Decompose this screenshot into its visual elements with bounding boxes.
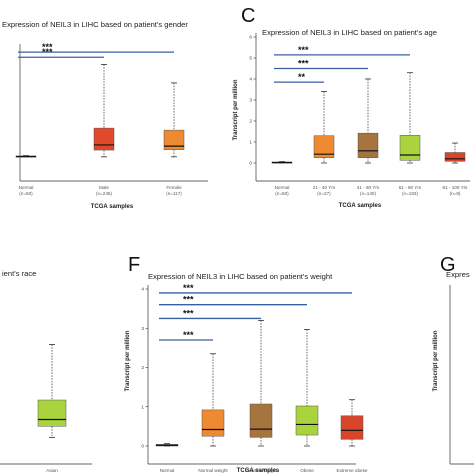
box-2 xyxy=(163,82,185,158)
box-body xyxy=(444,152,466,162)
significance-label: *** xyxy=(183,283,194,293)
y-tick-label: 0 xyxy=(249,161,252,167)
y-tick-label: 6 xyxy=(249,35,252,41)
category-label: Extreme obese xyxy=(337,468,368,473)
significance-label: *** xyxy=(183,308,194,318)
category-count: (n=27) xyxy=(317,191,331,196)
box-3 xyxy=(399,72,421,164)
category-label: Female xyxy=(166,185,182,190)
box-1 xyxy=(93,64,115,158)
box-body xyxy=(295,405,319,436)
box-0 xyxy=(155,443,179,447)
category-label: Asian xyxy=(46,468,58,473)
y-tick-label: 3 xyxy=(141,326,144,332)
chart-panel-4 xyxy=(449,285,474,465)
box-1 xyxy=(313,91,335,164)
box-body xyxy=(93,127,115,151)
category-label: 41 - 60 Yrs xyxy=(357,185,380,190)
panel-label-c: C xyxy=(241,5,255,27)
chart-panel-0: ******Normal(n=50)Male(n=245)Female(n=11… xyxy=(15,42,208,196)
panel-label-f: F xyxy=(128,254,140,276)
y-axis-label-g: Transcript per million xyxy=(433,330,439,391)
category-label: 21 - 40 Yrs xyxy=(313,185,336,190)
significance-label: *** xyxy=(183,295,194,305)
significance-label: ** xyxy=(298,72,306,82)
box-4 xyxy=(340,399,364,447)
category-label: Male xyxy=(99,185,109,190)
category-label: Obese xyxy=(300,468,314,473)
x-axis-label-weight: TCGA samples xyxy=(237,468,280,474)
chart-panel-2: Asian(n=157) xyxy=(0,344,92,473)
significance-label: *** xyxy=(298,45,309,55)
significance-label: *** xyxy=(298,59,309,69)
category-label: Normal weight xyxy=(198,468,228,473)
y-tick-label: 1 xyxy=(249,140,252,146)
category-label: 61 - 80 Yrs xyxy=(399,185,422,190)
box-3 xyxy=(295,329,319,447)
category-count: (n=8) xyxy=(450,191,461,196)
panel-label-g: G xyxy=(440,254,456,276)
chart-layer: ******Normal(n=50)Male(n=245)Female(n=11… xyxy=(0,33,474,473)
box-body xyxy=(399,135,421,161)
category-label: Normal xyxy=(19,185,34,190)
significance-label: *** xyxy=(183,330,194,340)
x-axis-label-gender: TCGA samples xyxy=(91,204,134,210)
y-tick-label: 4 xyxy=(141,287,144,293)
x-axis-label-age: TCGA samples xyxy=(339,203,382,209)
panel-title-race: ient's race xyxy=(2,269,36,278)
y-tick-label: 1 xyxy=(141,404,144,410)
y-axis-label-age: Transcript per million xyxy=(233,79,239,140)
box-0 xyxy=(15,155,37,158)
y-tick-label: 4 xyxy=(249,77,252,83)
category-label: Normal xyxy=(160,468,175,473)
box-2 xyxy=(357,78,379,164)
box-1 xyxy=(201,353,225,447)
y-tick-label: 3 xyxy=(249,98,252,104)
category-count: (n=140) xyxy=(360,191,376,196)
box-0 xyxy=(271,161,293,164)
y-tick-label: 2 xyxy=(249,119,252,125)
box-body xyxy=(249,403,273,438)
significance-label: *** xyxy=(42,42,53,52)
category-count: (n=183) xyxy=(402,191,418,196)
category-count: (n=245) xyxy=(96,191,112,196)
y-axis-label-weight: Transcript per million xyxy=(125,330,131,391)
box-2 xyxy=(249,319,273,447)
box-body xyxy=(201,409,225,437)
box-body xyxy=(340,415,364,440)
box-body xyxy=(313,135,335,158)
y-tick-label: 2 xyxy=(141,365,144,371)
panel-title-g: Expres xyxy=(446,270,470,279)
category-count: (n=50) xyxy=(275,191,289,196)
category-label: Extreme weight xyxy=(245,468,277,473)
box-body xyxy=(357,132,379,158)
panel-title-gender: Expression of NEIL3 in LIHC based on pat… xyxy=(2,20,188,29)
box-body xyxy=(37,399,67,427)
category-count: (n=117) xyxy=(166,191,182,196)
y-tick-label: 0 xyxy=(141,444,144,450)
panel-title-weight: Expression of NEIL3 in LIHC based on pat… xyxy=(148,272,333,281)
y-tick-label: 5 xyxy=(249,56,252,62)
box-0 xyxy=(37,344,67,438)
panel-title-age: Expression of NEIL3 in LIHC based on pat… xyxy=(262,28,437,37)
category-label: 81 - 100 Yrs xyxy=(443,185,469,190)
box-4 xyxy=(444,142,466,164)
category-count: (n=50) xyxy=(19,191,33,196)
box-body xyxy=(163,129,185,150)
category-label: Normal xyxy=(275,185,290,190)
